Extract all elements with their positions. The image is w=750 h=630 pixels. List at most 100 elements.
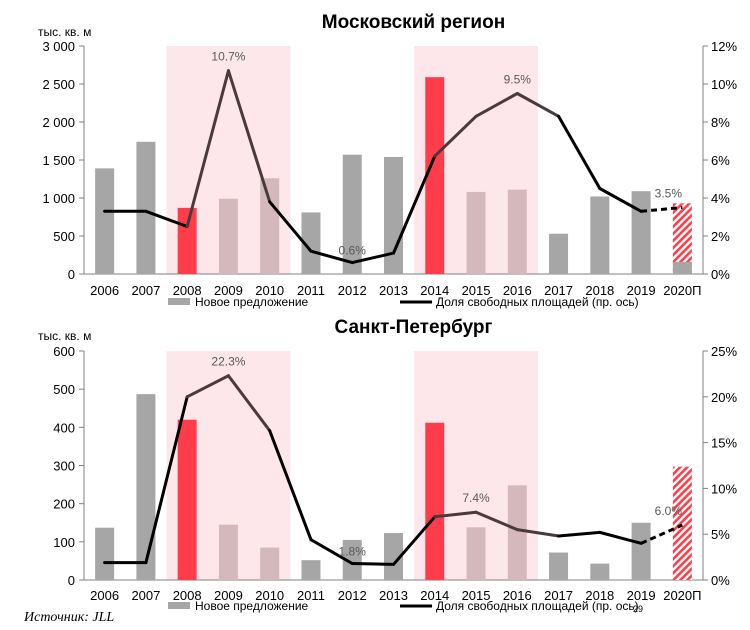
x-tick-label: 2006 xyxy=(90,588,119,603)
y-tick-label: 600 xyxy=(53,344,75,359)
x-tick-label: 2012 xyxy=(338,283,367,298)
bar xyxy=(384,533,403,580)
y2-tick-label: 6% xyxy=(711,153,730,168)
vacancy-line-segment xyxy=(392,515,437,566)
vacancy-line-segment xyxy=(226,69,272,204)
y-tick-label: 2 500 xyxy=(42,77,75,92)
bar xyxy=(95,527,115,580)
y-tick-label: 2 000 xyxy=(42,115,75,130)
x-tick-label: 2011 xyxy=(297,588,325,603)
vacancy-line-segment xyxy=(185,69,230,228)
legend-line-label: Доля свободных площадей (пр. ось) xyxy=(436,599,639,613)
bar xyxy=(177,419,197,580)
x-tick-label: 2012 xyxy=(338,588,367,603)
x-tick-label: 2018 xyxy=(585,588,614,603)
x-tick-label: 2011 xyxy=(297,283,325,298)
x-tick-label: 2010 xyxy=(255,588,284,603)
vacancy-line-segment xyxy=(144,395,189,565)
bar xyxy=(136,394,156,580)
vacancy-line-segment xyxy=(515,528,561,538)
vacancy-line-forecast xyxy=(640,206,683,213)
x-tick-label: 2017 xyxy=(544,283,573,298)
legend-line-label: Доля свободных площадей (пр. ось) xyxy=(436,295,639,309)
bar-forecast-actual xyxy=(672,261,692,274)
y-axis-unit: тыс. кв. м xyxy=(38,329,91,343)
x-tick-label: 2018 xyxy=(585,283,614,298)
vacancy-line-segment xyxy=(474,510,519,532)
y2-tick-label: 20% xyxy=(711,390,737,405)
x-tick-label: 2015 xyxy=(462,283,491,298)
bar xyxy=(342,154,362,274)
bar xyxy=(590,196,610,274)
bar xyxy=(218,198,238,274)
legend-bar-label: Новое предложение xyxy=(195,599,309,613)
x-tick-label: 2013 xyxy=(379,283,408,298)
x-tick-label: 2006 xyxy=(90,283,119,298)
x-tick-label: 2007 xyxy=(131,588,160,603)
bar xyxy=(425,77,445,274)
data-label: 7.4% xyxy=(462,491,490,505)
bar xyxy=(301,560,321,580)
vacancy-line-segment xyxy=(226,374,272,433)
vacancy-line-segment xyxy=(598,187,643,213)
y2-tick-label: 15% xyxy=(711,436,737,451)
vacancy-line-segment xyxy=(185,374,230,399)
bar xyxy=(260,547,280,580)
x-tick-label: 2013 xyxy=(379,588,408,603)
bar-forecast xyxy=(672,203,692,274)
bar xyxy=(507,189,527,274)
chart-title: Санкт-Петербург xyxy=(335,317,493,338)
bar xyxy=(260,178,280,274)
vacancy-line-segment xyxy=(474,92,519,118)
x-tick-label: 2019 xyxy=(627,588,656,603)
bar xyxy=(342,539,362,580)
y2-tick-label: 25% xyxy=(711,344,737,359)
vacancy-line-segment xyxy=(557,530,602,538)
x-tick-label: 2014 xyxy=(420,588,449,603)
vacancy-line-segment xyxy=(309,249,354,265)
x-tick-label: 2007 xyxy=(131,283,160,298)
legend-bar-label: Новое предложение xyxy=(195,295,309,309)
legend-bar-swatch xyxy=(168,298,190,305)
vacancy-line-segment xyxy=(350,251,395,265)
bar xyxy=(384,156,403,274)
vacancy-line-segment xyxy=(557,114,602,190)
y-tick-label: 100 xyxy=(53,535,75,550)
y2-tick-label: 0% xyxy=(711,573,730,588)
vacancy-line-segment xyxy=(309,538,354,566)
x-tick-label: 2016 xyxy=(503,588,532,603)
x-tick-label: 2019 xyxy=(627,283,656,298)
legend-bar-swatch xyxy=(168,602,190,609)
bar-forecast xyxy=(672,466,692,580)
bar xyxy=(136,141,156,274)
x-tick-label: 2009 xyxy=(214,588,243,603)
data-label: 3.5% xyxy=(655,187,683,201)
y2-tick-label: 0% xyxy=(711,267,730,282)
y2-tick-label: 10% xyxy=(711,77,737,92)
page-number: 29 xyxy=(633,604,643,614)
y2-tick-label: 12% xyxy=(711,39,737,54)
vacancy-line-forecast xyxy=(640,523,683,545)
bar xyxy=(549,552,569,580)
vacancy-line-segment xyxy=(598,530,643,545)
vacancy-line-segment xyxy=(515,92,561,118)
bar xyxy=(631,191,651,274)
data-label: 6.0% xyxy=(655,504,683,518)
bar xyxy=(590,563,610,580)
y2-tick-label: 8% xyxy=(711,115,730,130)
chart-title: Московский регион xyxy=(322,12,505,33)
y-tick-label: 500 xyxy=(53,382,75,397)
data-label: 9.5% xyxy=(504,73,532,87)
data-label: 0.6% xyxy=(339,244,367,258)
bar xyxy=(177,207,197,274)
bar xyxy=(95,168,115,274)
data-label: 10.7% xyxy=(211,50,245,64)
y2-tick-label: 5% xyxy=(711,527,730,542)
x-tick-label: 2020П xyxy=(663,283,701,298)
spb-chart: Санкт-Петербург тыс. кв. м 0 100 200 300 400 50… xyxy=(38,317,737,613)
vacancy-line-segment xyxy=(350,562,395,566)
x-tick-label: 2008 xyxy=(173,283,202,298)
bar xyxy=(549,233,569,274)
x-tick-label: 2008 xyxy=(173,588,202,603)
x-tick-label: 2016 xyxy=(503,283,532,298)
